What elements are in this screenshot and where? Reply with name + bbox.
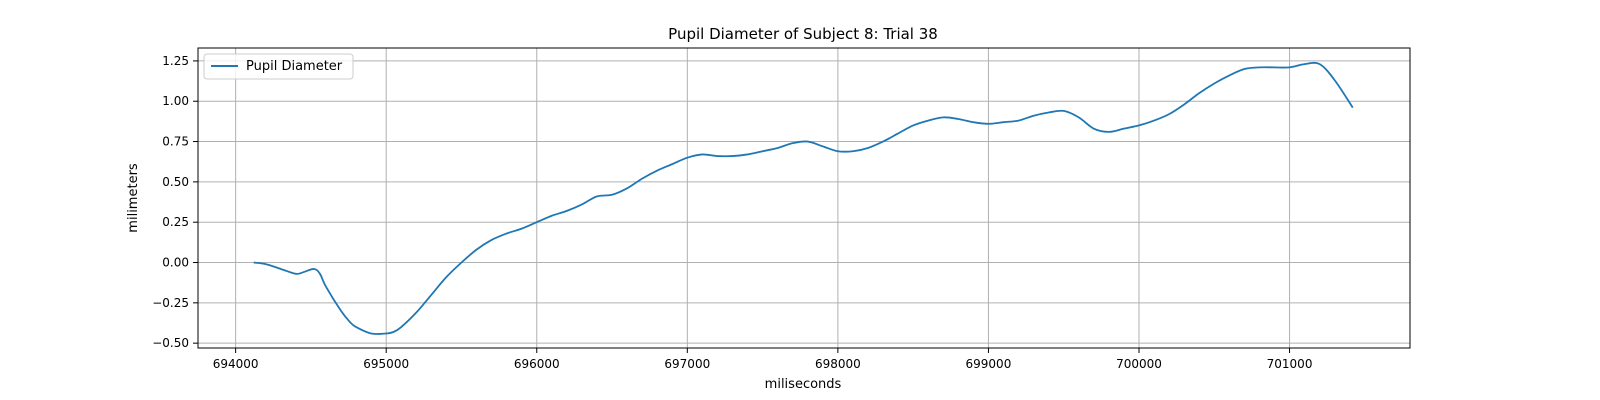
x-tick-label-5: 699000 bbox=[966, 357, 1012, 371]
chart-title: Pupil Diameter of Subject 8: Trial 38 bbox=[668, 25, 938, 43]
y-tick-label-6: 1.00 bbox=[162, 94, 189, 108]
x-tick-label-4: 698000 bbox=[815, 357, 861, 371]
y-axis: −0.50 −0.25 0.00 0.25 0.50 0.75 1.00 1.25 bbox=[152, 54, 198, 350]
legend-box bbox=[203, 53, 354, 80]
y-axis-label: milimeters bbox=[126, 163, 141, 233]
y-tick-label-0: −0.50 bbox=[152, 336, 189, 350]
y-tick-label-2: 0.00 bbox=[162, 256, 189, 270]
legend: Pupil Diameter bbox=[203, 53, 354, 80]
x-tick-label-7: 701000 bbox=[1267, 357, 1313, 371]
x-tick-label-3: 697000 bbox=[664, 357, 710, 371]
x-tick-label-2: 696000 bbox=[514, 357, 560, 371]
y-tick-label-4: 0.50 bbox=[162, 175, 189, 189]
y-tick-label-1: −0.25 bbox=[152, 296, 189, 310]
legend-label: Pupil Diameter bbox=[246, 59, 343, 74]
x-axis: 694000 695000 696000 697000 698000 699000 7000… bbox=[213, 348, 1313, 371]
y-tick-label-7: 1.25 bbox=[162, 54, 189, 68]
x-tick-label-6: 700000 bbox=[1116, 357, 1162, 371]
series-line-0 bbox=[253, 61, 1354, 335]
plot-frame bbox=[197, 47, 1411, 349]
y-tick-label-3: 0.25 bbox=[162, 215, 189, 229]
series-layer bbox=[253, 61, 1354, 335]
x-tick-label-0: 694000 bbox=[213, 357, 259, 371]
y-tick-label-5: 0.75 bbox=[162, 135, 189, 149]
grid bbox=[198, 48, 1410, 348]
x-tick-label-1: 695000 bbox=[363, 357, 409, 371]
x-axis-label: miliseconds bbox=[765, 377, 842, 392]
